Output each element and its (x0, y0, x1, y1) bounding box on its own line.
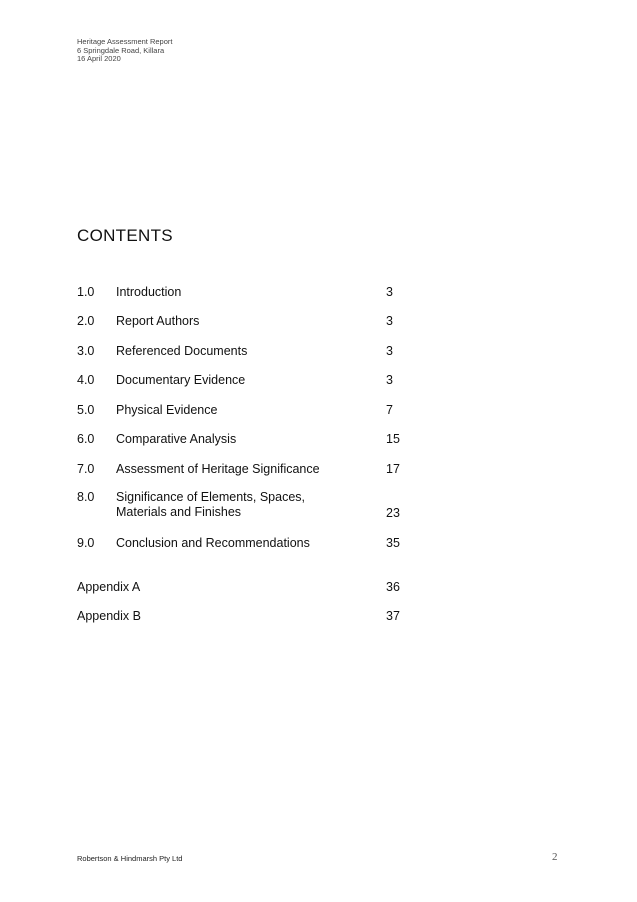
toc-page: 3 (386, 373, 393, 387)
header-address: 6 Springdale Road, Killara (77, 45, 165, 55)
toc-page: 7 (386, 403, 393, 417)
toc-number: 3.0 (77, 344, 95, 358)
toc-entry[interactable]: 8.0 Significance of Elements, Spaces, Mat… (77, 490, 407, 522)
toc-label: Significance of Elements, Spaces, Materi… (116, 490, 305, 519)
page-title: CONTENTS (77, 226, 173, 245)
toc-number: 7.0 (77, 462, 95, 476)
toc-number: 8.0 (77, 490, 95, 504)
toc-number: 1.0 (77, 285, 95, 299)
header-date: 16 April 2020 (77, 54, 121, 63)
document-header: Heritage Assessment Report 6 Springdale … (77, 37, 173, 64)
toc-page: 36 (386, 580, 400, 594)
toc-label: Appendix A (77, 580, 141, 594)
toc-label: Physical Evidence (116, 403, 218, 417)
toc-number: 4.0 (77, 373, 95, 387)
toc-label: Conclusion and Recommendations (116, 536, 310, 550)
toc-page: 3 (386, 285, 393, 299)
footer-company: Robertson & Hindmarsh Pty Ltd (77, 854, 183, 863)
toc-page: 23 (386, 506, 400, 520)
header-report-title: Heritage Assessment Report (77, 37, 173, 46)
toc-label: Assessment of Heritage Significance (116, 462, 320, 476)
toc-number: 6.0 (77, 432, 95, 446)
toc-label: Introduction (116, 285, 182, 299)
toc-label: Appendix B (77, 609, 141, 623)
toc-page: 17 (386, 462, 400, 476)
toc-number: 9.0 (77, 536, 95, 550)
toc-label: Referenced Documents (116, 344, 248, 358)
toc-label: Comparative Analysis (116, 432, 237, 446)
toc-label: Documentary Evidence (116, 373, 246, 387)
toc-page: 3 (386, 314, 393, 328)
toc-page: 35 (386, 536, 400, 550)
toc-page: 37 (386, 609, 400, 623)
toc-number: 5.0 (77, 403, 95, 417)
page-number: 2 (552, 851, 558, 863)
toc-label: Report Authors (116, 314, 200, 328)
toc-number: 2.0 (77, 314, 95, 328)
toc-page: 15 (386, 432, 400, 446)
toc-page: 3 (386, 344, 393, 358)
